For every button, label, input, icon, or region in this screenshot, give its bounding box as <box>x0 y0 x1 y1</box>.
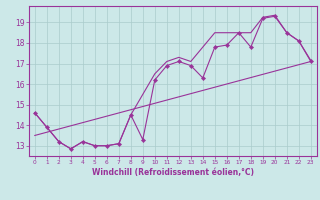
X-axis label: Windchill (Refroidissement éolien,°C): Windchill (Refroidissement éolien,°C) <box>92 168 254 177</box>
